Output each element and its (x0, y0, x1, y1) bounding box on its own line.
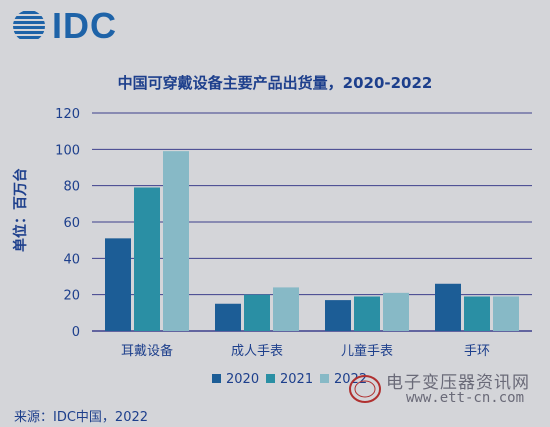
bar-2020 (435, 283, 461, 331)
bar-2020 (325, 300, 351, 331)
y-tick-label: 40 (63, 252, 80, 267)
bar-2021 (354, 296, 380, 331)
source-note: 来源：IDC中国，2022 (14, 410, 149, 425)
legend-swatch (320, 374, 329, 383)
legend-swatch (266, 374, 275, 383)
label-layer: 0 20 40 60 80 100 120 耳戴设备 成人手表 儿童手表 手环 (55, 107, 490, 359)
bar-2021 (244, 294, 270, 331)
bar-2020 (215, 303, 241, 331)
bar-2022 (273, 287, 299, 331)
y-tick-label: 0 (72, 325, 80, 340)
bar-2021 (134, 187, 160, 331)
x-tick-label: 儿童手表 (341, 343, 393, 359)
legend-swatch (212, 374, 221, 383)
y-tick-label: 80 (63, 180, 80, 195)
legend-label: 2021 (280, 372, 313, 387)
logo-text: IDC (52, 5, 117, 46)
idc-logo: IDC (12, 8, 117, 44)
globe-icon (13, 11, 45, 39)
bar-2022 (383, 292, 409, 331)
watermark-stamp-icon (349, 375, 381, 403)
y-tick-label: 100 (55, 143, 80, 158)
legend-layer: 2020 2021 2022 (212, 372, 367, 387)
x-tick-label: 成人手表 (231, 344, 283, 359)
watermark: 电子变压器资讯网 www.ett-cn.com (348, 368, 544, 414)
bar-2022 (163, 151, 189, 331)
bar-2021 (464, 296, 490, 331)
bar-2020 (105, 238, 131, 331)
y-tick-label: 60 (63, 216, 80, 231)
y-tick-label: 120 (55, 107, 80, 122)
x-tick-label: 手环 (464, 344, 490, 359)
legend-label: 2020 (226, 372, 259, 387)
bar-2022 (493, 296, 519, 331)
chart-title: 中国可穿戴设备主要产品出货量，2020-2022 (117, 74, 433, 92)
watermark-title: 电子变压器资讯网 (386, 373, 530, 393)
y-tick-label: 20 (63, 289, 80, 304)
watermark-url: www.ett-cn.com (406, 390, 525, 406)
bar-layer (105, 151, 519, 331)
x-tick-label: 耳戴设备 (121, 343, 173, 359)
